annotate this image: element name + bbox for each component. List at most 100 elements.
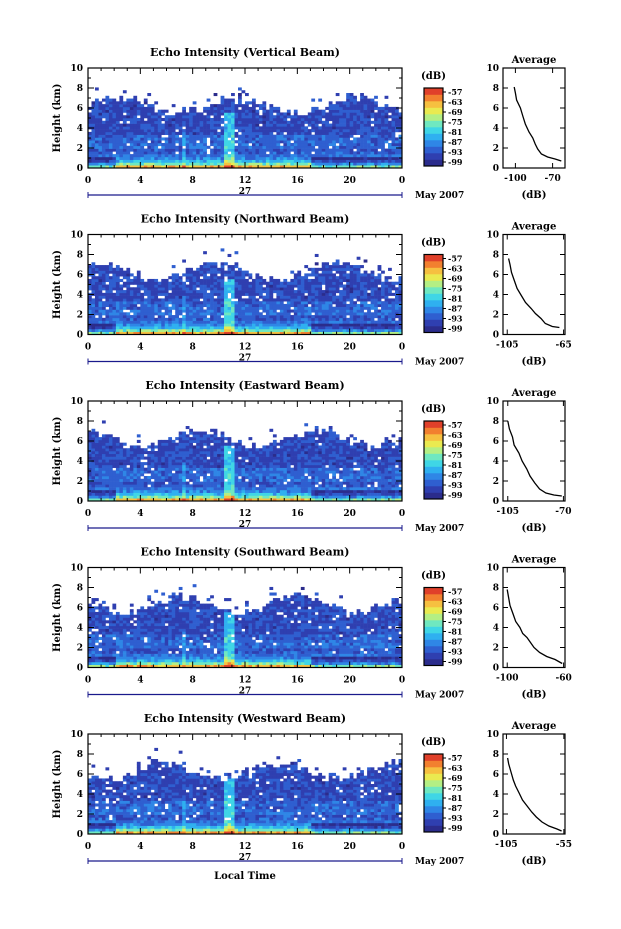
heatmap-cell <box>297 287 302 291</box>
heatmap-cell <box>374 312 378 316</box>
heatmap-cell <box>199 459 204 463</box>
heatmap-cell <box>94 448 99 452</box>
heatmap-cell <box>258 140 263 144</box>
heatmap-cell <box>227 120 232 124</box>
heatmap-cell <box>328 284 333 288</box>
heatmap-cell <box>112 295 117 299</box>
heatmap-cell <box>356 112 361 116</box>
heatmap-cell <box>213 326 218 330</box>
heatmap-cell <box>283 309 288 313</box>
heatmap-cell <box>203 115 207 119</box>
heatmap-cell <box>262 118 267 122</box>
heatmap-cell <box>381 134 385 138</box>
heatmap-cell <box>307 148 312 152</box>
heatmap-cell <box>328 104 333 108</box>
colorbar-segment <box>424 140 443 147</box>
heatmap-cell <box>168 140 173 144</box>
heatmap-cell <box>353 278 357 283</box>
heatmap-cell <box>108 467 113 471</box>
heatmap-cell <box>346 276 350 280</box>
heatmap-cell <box>304 137 309 141</box>
heatmap-cell <box>94 434 99 438</box>
heatmap-cell <box>115 162 120 166</box>
heatmap-cell <box>199 162 204 166</box>
heatmap-cell <box>349 303 354 308</box>
heatmap-cell <box>136 445 141 449</box>
heatmap-cell <box>161 109 166 113</box>
heatmap-cell <box>217 290 221 294</box>
heatmap-cell <box>374 156 378 160</box>
heatmap-cell <box>126 106 131 110</box>
heatmap-cell <box>276 151 281 155</box>
heatmap-cell <box>108 156 113 160</box>
heatmap-cell <box>119 295 124 299</box>
heatmap-cell <box>168 323 173 327</box>
heatmap-cell <box>140 312 145 316</box>
heatmap-cell <box>339 281 343 285</box>
heatmap-cell <box>175 317 180 321</box>
heatmap-cell <box>119 290 124 294</box>
heatmap-cell <box>150 148 155 152</box>
heatmap-cell <box>203 492 207 496</box>
heatmap-cell <box>140 129 145 133</box>
heatmap-cell <box>147 331 152 335</box>
heatmap-cell <box>276 290 281 294</box>
heatmap-cell <box>203 270 207 274</box>
heatmap-cell <box>328 326 333 330</box>
heatmap-cell <box>112 162 117 166</box>
heatmap-cell <box>126 162 131 166</box>
heatmap-cell <box>105 309 110 313</box>
heatmap-cell <box>105 162 110 166</box>
heatmap-cell <box>377 154 382 158</box>
colorbar-segment <box>424 133 443 141</box>
heatmap-cell <box>136 129 141 133</box>
heatmap-cell <box>136 473 141 477</box>
heatmap-cell <box>147 112 152 116</box>
heatmap-cell <box>377 115 382 119</box>
heatmap-cell <box>189 278 193 283</box>
heatmap-cell <box>217 281 221 285</box>
heatmap-cell <box>245 134 249 138</box>
heatmap-cell <box>255 273 260 277</box>
heatmap-cell <box>304 276 309 280</box>
heatmap-cell <box>346 123 350 127</box>
heatmap-cell <box>335 312 340 316</box>
heatmap-cell <box>360 106 364 110</box>
heatmap-cell <box>224 281 228 285</box>
heatmap-cell <box>171 481 176 485</box>
heatmap-cell <box>248 328 253 333</box>
heatmap-cell <box>185 456 190 460</box>
heatmap-cell <box>339 140 343 144</box>
heatmap-cell <box>377 151 382 155</box>
heatmap-cell <box>227 104 232 108</box>
heatmap-cell <box>279 131 284 135</box>
heatmap-cell <box>388 137 392 141</box>
heatmap-cell <box>356 309 361 313</box>
heatmap-cell <box>185 464 190 468</box>
heatmap-cell <box>251 134 256 138</box>
heatmap-cell <box>157 287 162 291</box>
heatmap-cell <box>391 109 396 113</box>
heatmap-cell <box>346 278 350 283</box>
heatmap-cell <box>213 154 218 158</box>
heatmap-cell <box>189 445 193 449</box>
heatmap-cell <box>251 154 256 158</box>
heatmap-cell <box>196 492 200 496</box>
heatmap-cell <box>388 276 392 280</box>
heatmap-cell <box>147 118 152 122</box>
heatmap-cell <box>217 278 221 283</box>
heatmap-cell <box>91 148 96 152</box>
heatmap-cell <box>119 315 124 319</box>
heatmap-cell <box>325 281 330 285</box>
heatmap-cell <box>185 445 190 449</box>
heatmap-cell <box>342 278 347 283</box>
heatmap-cell <box>168 131 173 135</box>
heatmap-cell <box>290 295 295 299</box>
heatmap-cell <box>258 301 263 305</box>
heatmap-cell <box>105 326 110 330</box>
heatmap-cell <box>164 453 169 457</box>
heatmap-cell <box>108 262 113 266</box>
heatmap-cell <box>374 303 378 308</box>
heatmap-cell <box>381 306 385 310</box>
heatmap-cell <box>321 306 326 310</box>
